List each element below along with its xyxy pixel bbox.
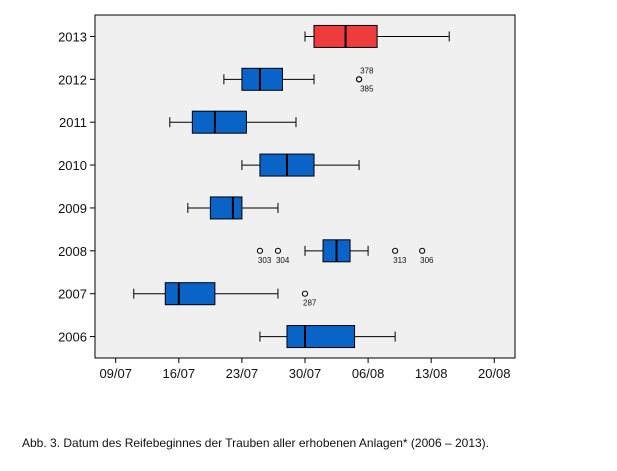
iqr-box: [209, 196, 243, 220]
y-tick-label: 2009: [58, 201, 87, 216]
outlier-point: [419, 247, 426, 254]
box-2013: [304, 24, 450, 48]
box-2012: 378 385: [223, 66, 374, 93]
y-tick-label: 2012: [58, 72, 87, 87]
x-tick-label: 09/07: [99, 366, 132, 381]
box-2010: [241, 153, 360, 177]
boxes-layer: 287 303 304 313 306 378 385: [133, 24, 450, 349]
outlier-label: 304: [276, 256, 290, 265]
y-tick-label: 2006: [58, 330, 87, 345]
y-tick-label: 2013: [58, 29, 87, 44]
x-tick-label: 13/08: [415, 366, 448, 381]
y-tick-label: 2010: [58, 158, 87, 173]
outlier-label: 385: [360, 84, 374, 93]
iqr-box: [286, 325, 356, 349]
box-2008: 303 304 313 306: [256, 239, 434, 265]
y-tick-label: 2008: [58, 244, 87, 259]
box-2006: [259, 325, 396, 349]
figure-caption: Abb. 3. Datum des Reifebeginnes der Trau…: [22, 436, 489, 450]
x-tick-label: 30/07: [289, 366, 322, 381]
outlier-point: [301, 290, 309, 297]
outlier-label: 306: [420, 256, 434, 265]
y-tick-label: 2011: [59, 115, 87, 130]
outlier-label: 378: [360, 66, 374, 75]
iqr-box: [164, 282, 216, 306]
x-tick-label: 23/07: [226, 366, 259, 381]
outlier-label: 287: [303, 299, 317, 308]
x-tick-label: 16/07: [163, 366, 196, 381]
y-axis: 2006 2007 2008 2009 2010 2011 2012 2013: [58, 29, 95, 345]
x-tick-label: 06/08: [352, 366, 385, 381]
box-2007: 287: [133, 282, 317, 308]
outlier-point: [256, 247, 264, 254]
iqr-box: [241, 67, 283, 91]
outlier-label: 313: [393, 256, 407, 265]
x-axis: 09/07 16/07 23/07 30/07 06/08 13/08 20/08: [99, 358, 511, 381]
outlier-point: [392, 247, 399, 254]
iqr-box: [191, 110, 247, 134]
outlier-point: [274, 247, 282, 254]
outlier-point: [355, 76, 363, 83]
box-2011: [169, 110, 297, 134]
y-tick-label: 2007: [58, 287, 87, 302]
x-tick-label: 20/08: [478, 366, 511, 381]
outlier-label: 303: [258, 256, 272, 265]
box-2009: [187, 196, 279, 220]
